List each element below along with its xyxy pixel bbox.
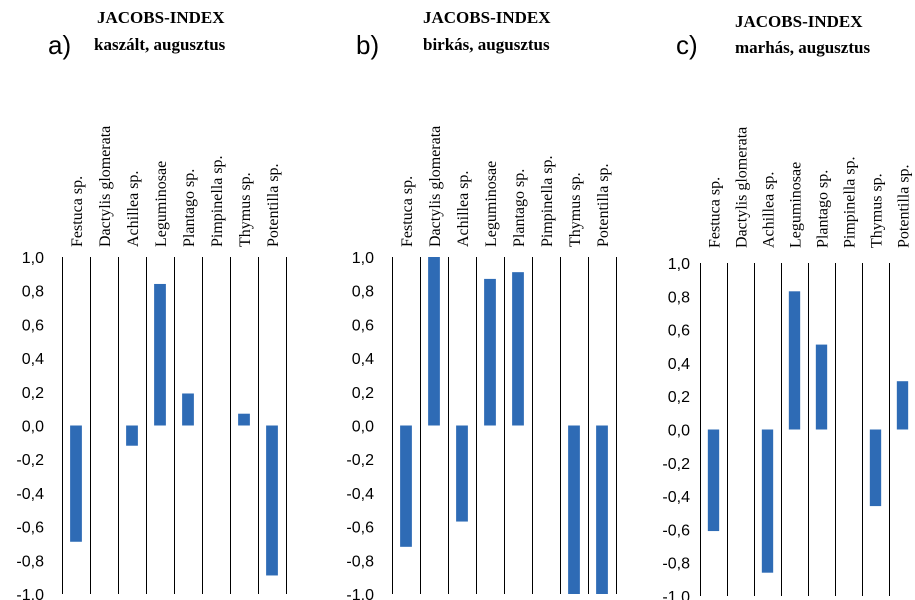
- panel-c-ytick-label: 0,6: [668, 323, 690, 340]
- panel-b-category-label: Dactylis glomerata: [427, 126, 444, 247]
- panel-a-title: JACOBS-INDEX: [97, 8, 225, 27]
- panel-c-ytick-label: -0,6: [662, 522, 690, 539]
- panel-a-letter: a): [48, 30, 72, 60]
- panel-b-title: JACOBS-INDEX: [423, 8, 551, 27]
- panel-c-ytick-label: 0,2: [668, 389, 690, 406]
- panel-a-ytick-label: -0,2: [16, 452, 44, 469]
- panel-a-ytick-label: 0,0: [22, 419, 44, 436]
- panel-b-bar: [400, 425, 412, 547]
- panel-a-ytick-label: -0,8: [16, 553, 44, 570]
- panel-c-category-label: Festuca sp.: [707, 177, 724, 248]
- panel-a-category-label: Plantago sp.: [181, 169, 198, 247]
- panel-c-bar: [815, 344, 828, 430]
- panel-c-ytick-label: -1,0: [662, 589, 690, 600]
- panel-b-category-label: Pimpinella sp.: [539, 155, 556, 247]
- panel-a-bar: [70, 425, 82, 542]
- panel-b-ytick-label: 0,2: [352, 385, 374, 402]
- panel-b-subtitle: birkás, augusztus: [423, 35, 550, 54]
- panel-c-title: JACOBS-INDEX: [735, 12, 863, 31]
- panel-c-bar: [869, 429, 882, 507]
- panel-b-category-label: Potentilla sp.: [595, 163, 612, 247]
- panel-c-ytick-label: -0,2: [662, 456, 690, 473]
- panel-a-category-label: Pimpinella sp.: [209, 155, 226, 247]
- panel-a-category-label: Festuca sp.: [69, 176, 86, 247]
- panel-a-ytick-label: 0,6: [22, 317, 44, 334]
- panel-b-category-label: Leguminosae: [483, 161, 500, 247]
- panel-c-bar: [788, 291, 801, 430]
- panel-a-ytick-label: -0,6: [16, 520, 44, 537]
- panel-b-category-label: Thymus sp.: [567, 172, 584, 247]
- panel-c-category-label: Achillea sp.: [761, 172, 778, 248]
- panel-b-bar: [456, 425, 468, 522]
- panel-b-bar: [484, 278, 496, 426]
- panel-c-bar: [761, 429, 774, 573]
- panel-c-category-label: Leguminosae: [788, 162, 805, 248]
- panel-b-bar: [512, 272, 524, 426]
- panel-a-bar: [154, 283, 166, 426]
- panel-c-category-label: Dactylis glomerata: [734, 127, 751, 248]
- panel-b-category-label: Plantago sp.: [511, 169, 528, 247]
- panel-b-ytick-label: -0,2: [346, 452, 374, 469]
- panel-a-bar: [266, 425, 278, 576]
- panel-b-ytick-label: 0,4: [352, 351, 374, 368]
- panel-b-letter: b): [356, 30, 380, 60]
- panel-a-subtitle: kaszált, augusztus: [94, 35, 226, 54]
- panel-b-category-label: Festuca sp.: [399, 176, 416, 247]
- panel-c-bar: [707, 429, 720, 532]
- panel-c-category-label: Thymus sp.: [869, 173, 886, 248]
- panel-a-bar: [182, 393, 194, 426]
- panel-b-ytick-label: 1,0: [352, 250, 374, 267]
- panel-b-ytick-label: 0,6: [352, 317, 374, 334]
- panel-c-ytick-label: 0,4: [668, 356, 690, 373]
- panel-b-bar: [428, 257, 440, 426]
- panel-a-category-label: Thymus sp.: [237, 172, 254, 247]
- panel-c-subtitle: marhás, augusztus: [735, 38, 871, 57]
- panel-a-category-label: Achillea sp.: [125, 171, 142, 247]
- panel-b-bar: [596, 425, 608, 594]
- panel-a-category-label: Leguminosae: [153, 161, 170, 247]
- panel-c-ytick-label: 0,0: [668, 423, 690, 440]
- panel-b-ytick-label: -0,6: [346, 520, 374, 537]
- panel-c-category-label: Pimpinella sp.: [842, 156, 859, 248]
- panel-b-ytick-label: 0,8: [352, 284, 374, 301]
- panel-c-ytick-label: -0,4: [662, 489, 690, 506]
- panel-a-ytick-label: 0,2: [22, 385, 44, 402]
- panel-c-category-label: Potentilla sp.: [896, 164, 913, 248]
- panel-c-ytick-label: 1,0: [668, 256, 690, 273]
- panel-a-ytick-label: 0,4: [22, 351, 44, 368]
- panel-a-ytick-label: -1,0: [16, 587, 44, 600]
- panel-b-ytick-label: -0,8: [346, 553, 374, 570]
- panel-b-ytick-label: 0,0: [352, 419, 374, 436]
- panel-c-category-label: Plantago sp.: [815, 170, 832, 248]
- panel-b-ytick-label: -1,0: [346, 587, 374, 600]
- panel-a-ytick-label: 0,8: [22, 284, 44, 301]
- panel-a-ytick-label: 1,0: [22, 250, 44, 267]
- panel-a-category-label: Potentilla sp.: [265, 163, 282, 247]
- panel-c-ytick-label: 0,8: [668, 289, 690, 306]
- panel-c-bar: [896, 381, 909, 430]
- panel-a-bar: [126, 425, 138, 446]
- panel-a-category-label: Dactylis glomerata: [97, 126, 114, 247]
- panel-a-ytick-label: -0,4: [16, 486, 44, 503]
- panel-a-bar: [238, 413, 250, 426]
- panel-b-category-label: Achillea sp.: [455, 171, 472, 247]
- panel-c-letter: c): [676, 30, 698, 60]
- panel-b-bar: [568, 425, 580, 594]
- panel-c-ytick-label: -0,8: [662, 556, 690, 573]
- panel-b-ytick-label: -0,4: [346, 486, 374, 503]
